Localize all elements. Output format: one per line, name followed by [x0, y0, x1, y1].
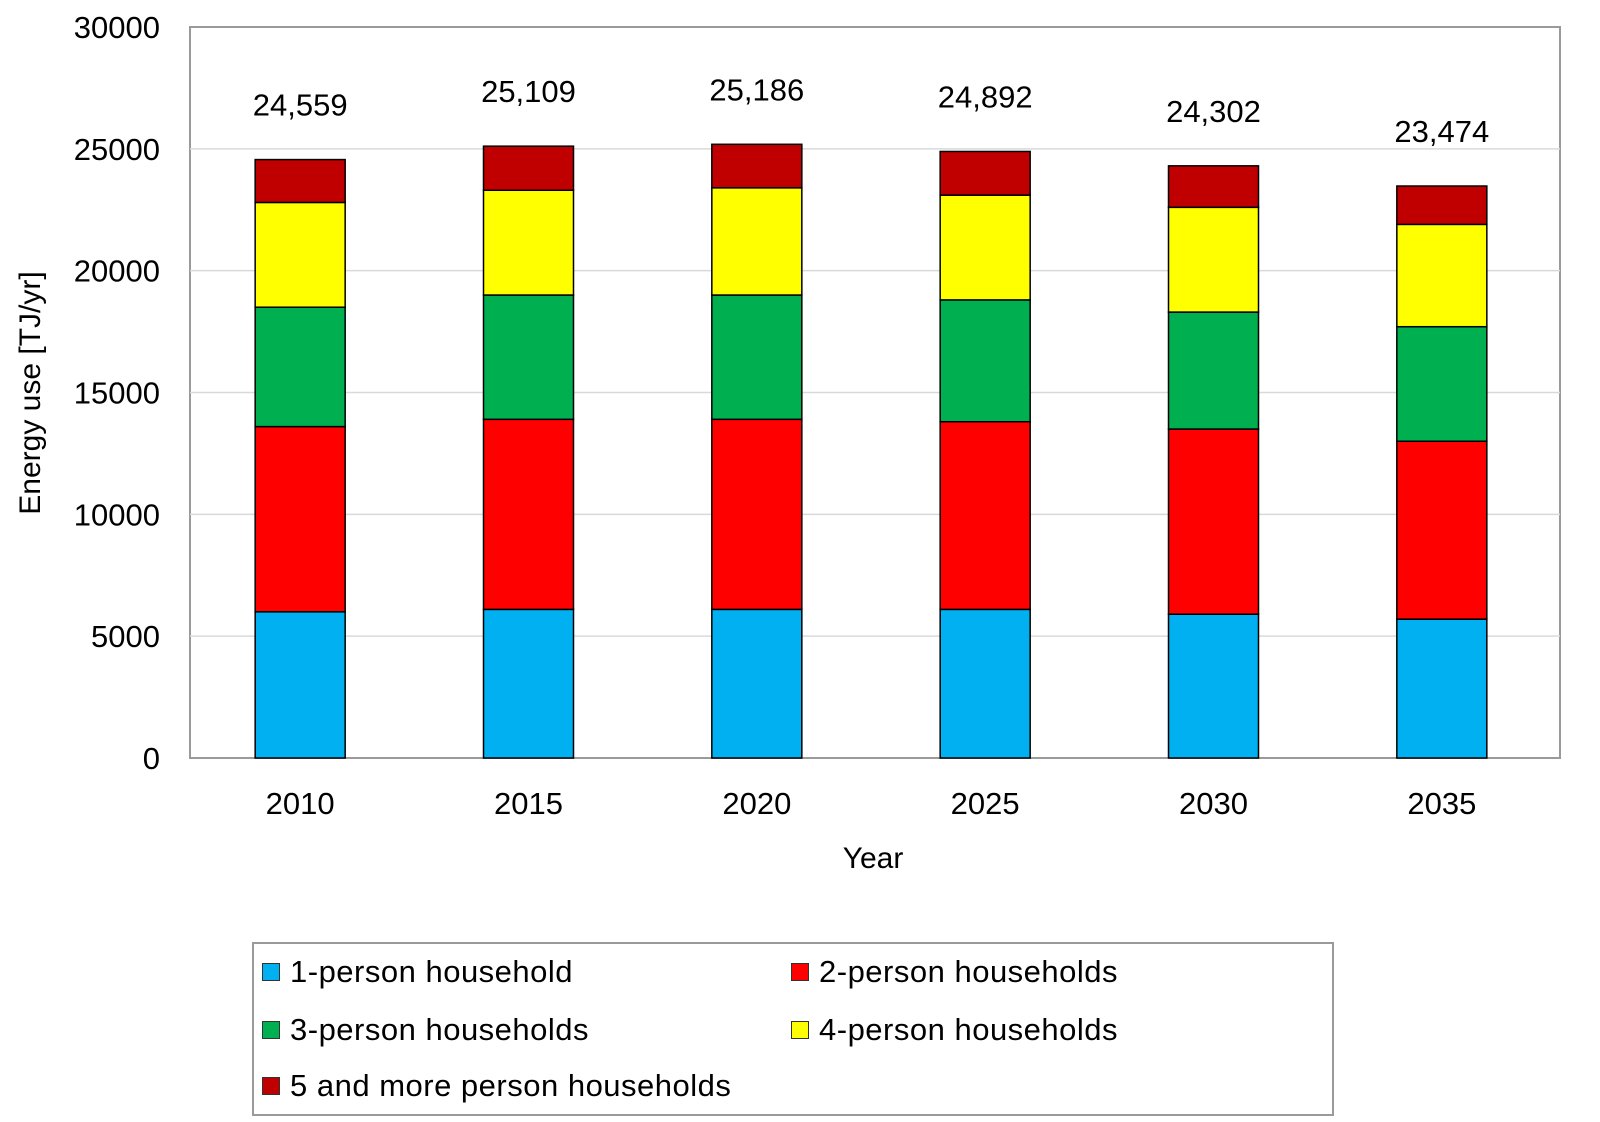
bar-segment: [1167, 206, 1260, 313]
bar-segment: [939, 299, 1031, 423]
y-tick-label: 15000: [74, 376, 160, 411]
legend-item-5-plus-person: 5 and more person households: [262, 1068, 731, 1104]
x-tick-label: 2010: [266, 786, 335, 821]
legend-swatch-4-person: [791, 1021, 809, 1039]
chart: 0 5000 10000 15000 20000 25000 30000 2010 24,559…: [14, 10, 1561, 875]
bar-segment: [482, 145, 575, 192]
bar-segment: [711, 187, 803, 296]
x-tick-label: 2035: [1407, 786, 1476, 821]
bar-segment: [1167, 311, 1260, 430]
bar-segment: [482, 294, 575, 421]
total-data-label: 24,302: [1166, 94, 1261, 129]
bar-segment: [939, 150, 1031, 196]
bar-segment: [1396, 618, 1488, 759]
bar-segment: [711, 418, 803, 611]
legend-label: 2-person households: [819, 954, 1119, 989]
bar-segment: [1396, 440, 1488, 620]
x-tick-label: 2025: [951, 786, 1020, 821]
bar-segment: [939, 420, 1031, 611]
x-axis-title: Year: [843, 842, 904, 875]
bar-segment: [482, 189, 575, 296]
legend-swatch-3-person: [262, 1021, 280, 1039]
x-tick-label: 2030: [1179, 786, 1248, 821]
total-data-label: 25,109: [481, 74, 576, 109]
y-tick-label: 30000: [74, 10, 160, 45]
legend-item-1-person: 1-person household: [262, 954, 573, 990]
bar-segment: [254, 158, 346, 204]
bar-segment: [254, 201, 346, 308]
bar-segment: [1396, 185, 1488, 226]
legend-swatch-1-person: [262, 963, 280, 981]
bar-segment: [254, 611, 346, 759]
legend-item-4-person: 4-person households: [791, 1012, 1118, 1048]
x-tick-label: 2020: [722, 786, 791, 821]
bar-segment: [711, 143, 803, 189]
x-tick-label: 2015: [494, 786, 563, 821]
bar-segment: [939, 608, 1031, 759]
bar-segment: [1167, 165, 1260, 209]
y-axis-title: Energy use [TJ/yr]: [14, 271, 47, 514]
total-data-label: 25,186: [709, 72, 804, 107]
bar-segment: [1396, 325, 1488, 442]
labels: 0 5000 10000 15000 20000 25000 30000 2010 24,559…: [74, 10, 1489, 821]
legend-item-3-person: 3-person households: [262, 1012, 589, 1048]
bar-segment: [482, 418, 575, 611]
bar-segment: [1167, 428, 1260, 615]
bar-segment: [254, 425, 346, 613]
bar-segment: [711, 608, 803, 759]
y-tick-label: 10000: [74, 497, 160, 532]
bar-segment: [711, 294, 803, 421]
total-data-label: 24,559: [253, 88, 348, 123]
legend-label: 3-person households: [290, 1012, 590, 1047]
legend: 1-person household 2-person households 3…: [252, 942, 1334, 1116]
bar-segment: [1167, 613, 1260, 759]
y-tick-label: 25000: [74, 132, 160, 167]
gridlines: [189, 26, 1561, 759]
legend-label: 1-person household: [290, 954, 574, 989]
legend-item-2-person: 2-person households: [791, 954, 1118, 990]
legend-swatch-2-person: [791, 963, 809, 981]
y-tick-label: 5000: [91, 619, 160, 654]
legend-label: 4-person households: [819, 1012, 1119, 1047]
bar-segment: [254, 306, 346, 428]
total-data-label: 23,474: [1394, 114, 1489, 149]
bar-segment: [482, 608, 575, 759]
legend-label: 5 and more person households: [290, 1068, 732, 1103]
total-data-label: 24,892: [938, 79, 1033, 114]
legend-swatch-5-plus-person: [262, 1077, 280, 1095]
y-tick-label: 20000: [74, 254, 160, 289]
y-tick-label: 0: [143, 741, 160, 776]
bar-segment: [939, 194, 1031, 301]
bars: [254, 143, 1488, 759]
bar-segment: [1396, 223, 1488, 328]
